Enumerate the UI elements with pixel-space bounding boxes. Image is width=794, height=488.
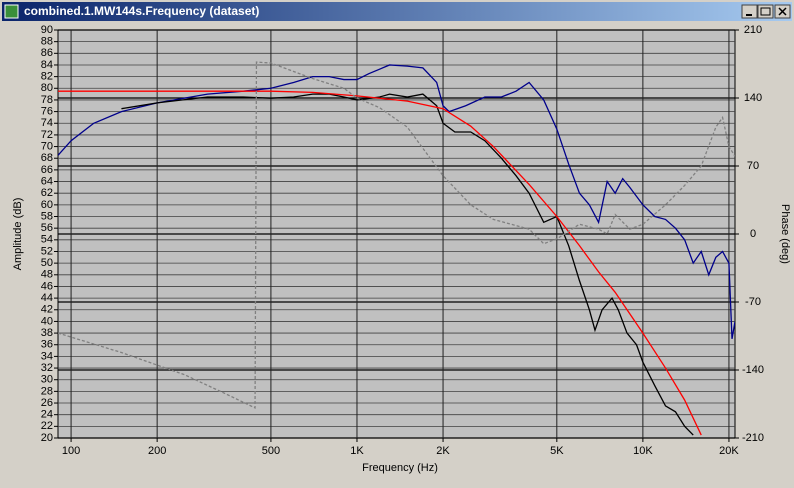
y2-tick-label: -70 (745, 296, 761, 308)
title-bar (2, 2, 792, 21)
y-tick-label: 34 (41, 350, 53, 362)
y2-tick-label: 0 (750, 228, 756, 240)
y-tick-label: 22 (41, 420, 53, 432)
y-tick-label: 30 (41, 374, 53, 386)
y-tick-label: 86 (41, 47, 53, 59)
y2-tick-label: -210 (742, 432, 764, 444)
window-title: combined.1.MW144s.Frequency (dataset) (24, 4, 259, 18)
series-line (58, 64, 735, 340)
y-tick-label: 74 (41, 117, 53, 129)
y-tick-label: 42 (41, 304, 53, 316)
x-tick-label: 20K (719, 445, 739, 457)
x-tick-label: 1K (350, 445, 364, 457)
y-tick-label: 90 (41, 24, 53, 36)
y-tick-label: 46 (41, 280, 53, 292)
y-tick-label: 38 (41, 327, 53, 339)
y-tick-label: 82 (41, 71, 53, 83)
y-tick-label: 58 (41, 210, 53, 222)
y-tick-label: 52 (41, 245, 53, 257)
y-tick-label: 64 (41, 175, 53, 187)
x-axis-title: Frequency (Hz) (362, 462, 438, 474)
y2-tick-label: -140 (742, 364, 764, 376)
y-tick-label: 56 (41, 222, 53, 234)
grid (58, 29, 735, 439)
series (58, 61, 735, 436)
y-tick-label: 84 (41, 59, 53, 71)
y-tick-label: 28 (41, 385, 53, 397)
minimize-button[interactable] (741, 4, 758, 19)
y-tick-label: 72 (41, 129, 53, 141)
y-tick-label: 36 (41, 339, 53, 351)
x-tick-label: 200 (148, 445, 166, 457)
y-tick-label: 32 (41, 362, 53, 374)
y-tick-label: 54 (41, 234, 53, 246)
x-tick-label: 5K (550, 445, 564, 457)
y-tick-label: 50 (41, 257, 53, 269)
y-tick-label: 78 (41, 94, 53, 106)
y-tick-label: 24 (41, 409, 53, 421)
y-tick-label: 88 (41, 36, 53, 48)
series-line (58, 61, 735, 409)
y-tick-label: 48 (41, 269, 53, 281)
close-glyph (778, 7, 787, 16)
y-tick-label: 68 (41, 152, 53, 164)
x-tick-label: 100 (62, 445, 80, 457)
y-tick-label: 26 (41, 397, 53, 409)
x-tick-label: 500 (262, 445, 280, 457)
y2-tick-label: 70 (747, 160, 759, 172)
y-tick-label: 76 (41, 106, 53, 118)
x-tick-label: 2K (436, 445, 450, 457)
y2-tick-label: 210 (744, 24, 762, 36)
y2-tick-label: 140 (744, 92, 762, 104)
y-tick-label: 60 (41, 199, 53, 211)
y-tick-label: 70 (41, 140, 53, 152)
y-tick-label: 20 (41, 432, 53, 444)
window-buttons (741, 4, 791, 19)
maximize-button[interactable] (757, 4, 774, 19)
app-icon (4, 4, 19, 19)
y-tick-label: 80 (41, 82, 53, 94)
x-tick-label: 10K (633, 445, 653, 457)
maximize-glyph (760, 7, 771, 16)
y2-axis-title: Phase (deg) (779, 204, 791, 264)
y-tick-label: 66 (41, 164, 53, 176)
y-tick-label: 62 (41, 187, 53, 199)
y-tick-label: 40 (41, 315, 53, 327)
series-line (121, 93, 694, 436)
series-line (58, 90, 702, 436)
y-axis-title: Amplitude (dB) (12, 198, 24, 271)
y-tick-label: 44 (41, 292, 53, 304)
